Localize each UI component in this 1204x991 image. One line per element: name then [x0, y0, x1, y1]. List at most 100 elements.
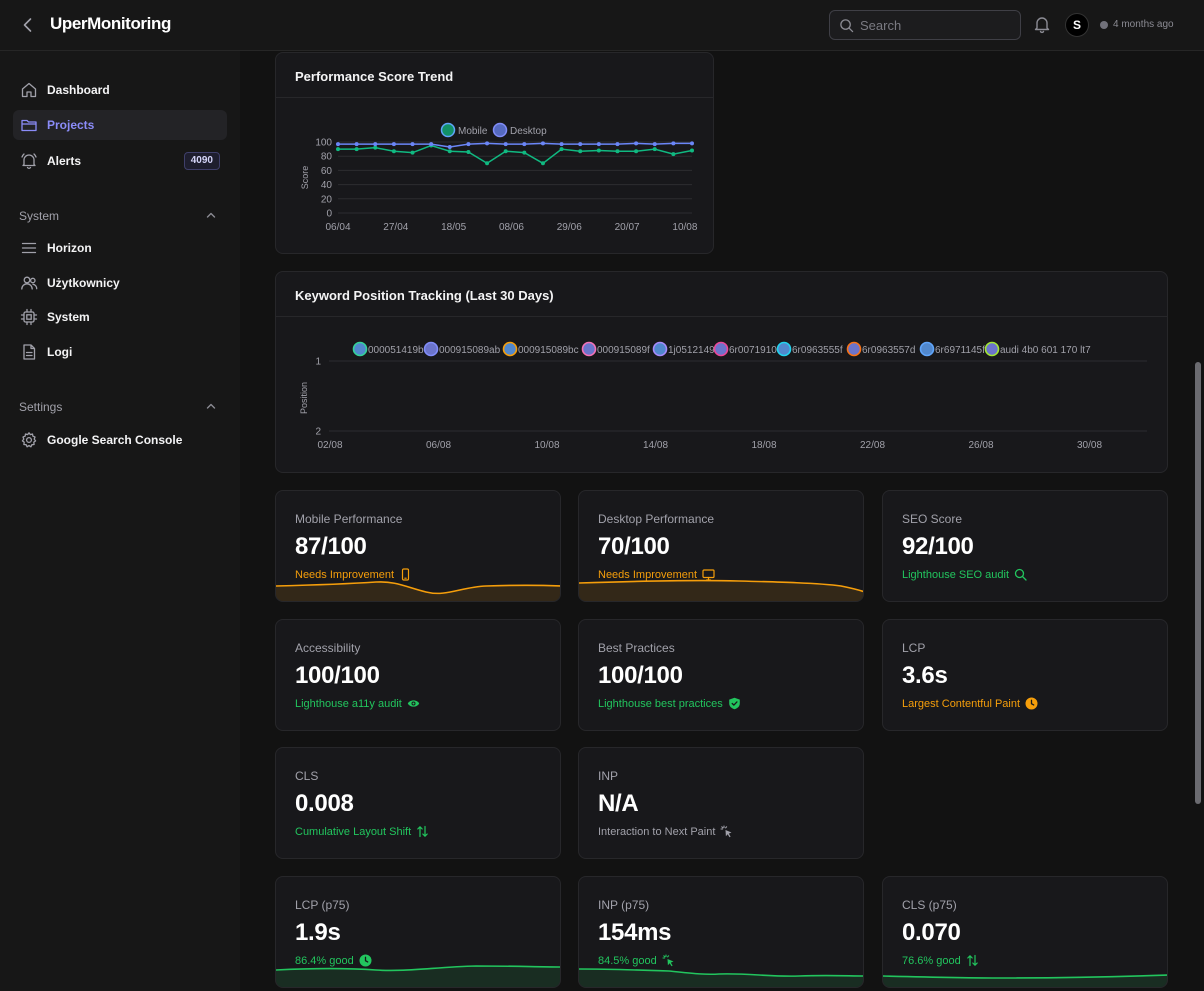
search-box[interactable] — [829, 10, 1021, 40]
y-tick-label: 2 — [315, 427, 321, 438]
shield-check-icon — [728, 697, 740, 710]
sidebar-item-dashboard[interactable]: Dashboard — [13, 75, 227, 105]
x-tick-label: 10/08 — [534, 440, 559, 451]
data-point-mobile — [634, 149, 639, 154]
sidebar-item-projects[interactable]: Projects — [13, 110, 227, 140]
legend-item-desktop: Desktop — [492, 122, 547, 138]
data-point-desktop — [373, 142, 378, 147]
metric-card-desktop-performance[interactable]: Desktop Performance 70/100 Needs Improve… — [578, 490, 864, 602]
pointer-click-icon — [720, 825, 732, 838]
sidebar-item-google-search-console[interactable]: Google Search Console — [13, 425, 227, 455]
metric-status-text: 84.5% good — [598, 954, 657, 967]
chevron-up-icon[interactable] — [205, 400, 217, 412]
folder-icon — [21, 119, 37, 132]
phone-icon — [401, 568, 410, 581]
legend-swatch — [492, 122, 508, 138]
sidebar: Dashboard Projects Alerts 4090 System Ho… — [0, 51, 240, 991]
metric-card-lcp-p75[interactable]: LCP (p75) 1.9s 86.4% good — [275, 876, 561, 988]
search-input[interactable] — [860, 16, 1010, 34]
back-arrow-icon[interactable] — [18, 15, 38, 35]
notifications-bell-icon[interactable] — [1033, 15, 1051, 34]
alerts-count-badge: 4090 — [183, 152, 220, 170]
chevron-up-icon[interactable] — [205, 209, 217, 221]
metric-card-lcp[interactable]: LCP 3.6s Largest Contentful Paint — [882, 619, 1168, 731]
data-point-mobile — [671, 152, 676, 157]
legend-item: audi 4b0 601 170 lt7 — [984, 341, 1091, 357]
metric-status: Cumulative Layout Shift — [295, 825, 429, 838]
sparkline-area — [579, 969, 863, 987]
sparkline-line — [276, 581, 560, 595]
sidebar-item-users[interactable]: Użytkownicy — [13, 268, 227, 298]
legend-swatch — [440, 122, 456, 138]
sidebar-item-logs[interactable]: Logi — [13, 337, 227, 367]
scrollbar-thumb[interactable] — [1195, 362, 1201, 804]
sidebar-item-horizon[interactable]: Horizon — [13, 233, 227, 263]
legend-item-mobile: Mobile — [440, 122, 488, 138]
metric-card-best-practices[interactable]: Best Practices 100/100 Lighthouse best p… — [578, 619, 864, 731]
metric-status-text: Needs Improvement — [295, 568, 395, 581]
sparkline-area — [276, 966, 560, 987]
data-point-mobile — [410, 150, 415, 155]
metric-status-text: 86.4% good — [295, 954, 354, 967]
x-tick-label: 27/04 — [383, 222, 408, 233]
app-title[interactable]: UperMonitoring — [50, 14, 171, 33]
metric-value: 92/100 — [902, 533, 974, 560]
y-axis-label: Score — [300, 166, 310, 190]
clock-icon — [1025, 697, 1038, 710]
metric-status: 86.4% good — [295, 954, 372, 967]
data-point-desktop — [634, 141, 639, 146]
sparkline — [276, 965, 560, 987]
performance-trend-chart[interactable]: 0 20 40 60 80 100 Score 06/04 27/04 18/05 08/06 29/… — [276, 53, 714, 254]
sidebar-item-label: Użytkownicy — [47, 276, 120, 290]
data-point-desktop — [615, 142, 620, 147]
metric-label: INP — [598, 769, 619, 783]
cpu-icon — [20, 308, 38, 326]
data-point-mobile — [540, 161, 545, 166]
metric-card-inp[interactable]: INP N/A Interaction to Next Paint — [578, 747, 864, 859]
legend-swatch — [352, 341, 368, 357]
x-tick-label: 02/08 — [317, 440, 342, 451]
metric-value: 3.6s — [902, 662, 948, 689]
metric-status: 76.6% good — [902, 954, 979, 967]
clock-icon — [359, 954, 372, 967]
data-point-desktop — [354, 142, 359, 147]
metric-card-mobile-performance[interactable]: Mobile Performance 87/100 Needs Improvem… — [275, 490, 561, 602]
sidebar-item-label: Dashboard — [47, 83, 110, 97]
metric-card-inp-p75[interactable]: INP (p75) 154ms 84.5% good — [578, 876, 864, 988]
sidebar-item-system[interactable]: System — [13, 302, 227, 332]
data-point-desktop — [485, 141, 490, 146]
sidebar-item-label: Horizon — [47, 241, 92, 255]
y-axis-label: Position — [299, 382, 309, 414]
search-icon — [1014, 568, 1027, 581]
x-tick-label: 06/08 — [426, 440, 451, 451]
metric-status: Lighthouse a11y audit — [295, 697, 420, 710]
user-avatar[interactable]: S — [1065, 13, 1089, 37]
legend-label: 6r0963555f — [792, 345, 843, 356]
data-point-desktop — [596, 142, 601, 147]
file-icon — [23, 344, 36, 360]
legend-swatch — [713, 341, 729, 357]
data-point-desktop — [690, 141, 694, 146]
metric-label: INP (p75) — [598, 898, 650, 912]
metric-label: CLS (p75) — [902, 898, 957, 912]
metric-status-text: Needs Improvement — [598, 568, 698, 581]
metric-status: Lighthouse SEO audit — [902, 568, 1027, 581]
metric-status-text: 76.6% good — [902, 954, 961, 967]
home-icon — [21, 82, 37, 98]
metric-card-cls[interactable]: CLS 0.008 Cumulative Layout Shift — [275, 747, 561, 859]
keyword-tracking-chart[interactable]: 1 2 Position 02/08 06/08 10/08 14/08 18/08 22/08… — [276, 272, 1168, 473]
metric-value: 1.9s — [295, 919, 341, 946]
data-point-mobile — [447, 149, 452, 154]
metric-value: 0.070 — [902, 919, 961, 946]
sparkline — [276, 581, 560, 601]
metric-card-seo-score[interactable]: SEO Score 92/100 Lighthouse SEO audit — [882, 490, 1168, 602]
data-point-mobile — [596, 148, 601, 153]
card-divider — [276, 316, 1167, 317]
sidebar-item-alerts[interactable]: Alerts 4090 — [13, 146, 227, 176]
x-tick-label: 18/05 — [441, 222, 466, 233]
x-tick-label: 20/07 — [615, 222, 640, 233]
metric-card-accessibility[interactable]: Accessibility 100/100 Lighthouse a11y au… — [275, 619, 561, 731]
legend-label: audi 4b0 601 170 lt7 — [1000, 345, 1091, 356]
metric-card-cls-p75[interactable]: CLS (p75) 0.070 76.6% good — [882, 876, 1168, 988]
card-title: Keyword Position Tracking (Last 30 Days) — [295, 288, 554, 303]
